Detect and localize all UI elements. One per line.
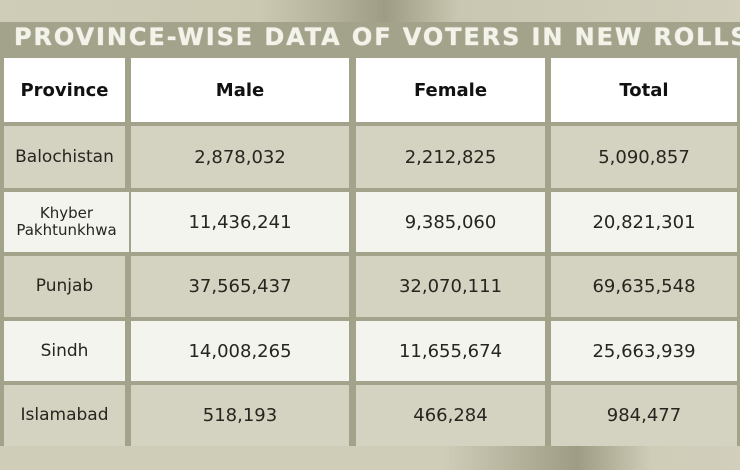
header-total: Total xyxy=(551,58,737,122)
header-female: Female xyxy=(356,58,545,122)
total-cell: 25,663,939 xyxy=(551,321,737,381)
table-row: Islamabad 518,193 466,284 984,477 xyxy=(0,385,740,446)
female-cell: 2,212,825 xyxy=(356,126,545,188)
male-cell: 518,193 xyxy=(131,385,349,446)
province-cell: Punjab xyxy=(4,256,125,317)
background-top xyxy=(0,0,740,22)
voters-table: Province Male Female Total Balochistan 2… xyxy=(0,58,740,446)
province-cell: Balochistan xyxy=(4,126,125,188)
total-cell: 984,477 xyxy=(551,385,737,446)
table-header-row: Province Male Female Total xyxy=(0,58,740,122)
total-cell: 69,635,548 xyxy=(551,256,737,317)
background-bottom xyxy=(0,446,740,470)
table-row: Punjab 37,565,437 32,070,111 69,635,548 xyxy=(0,256,740,317)
province-cell: Sindh xyxy=(4,321,125,381)
male-cell: 11,436,241 xyxy=(131,192,349,252)
table-title: PROVINCE-WISE DATA OF VOTERS IN NEW ROLL… xyxy=(14,23,740,51)
female-cell: 32,070,111 xyxy=(356,256,545,317)
male-cell: 14,008,265 xyxy=(131,321,349,381)
male-cell: 37,565,437 xyxy=(131,256,349,317)
female-cell: 11,655,674 xyxy=(356,321,545,381)
province-cell: Khyber Pakhtunkhwa xyxy=(4,192,129,252)
province-cell: Islamabad xyxy=(4,385,125,446)
table-row: Sindh 14,008,265 11,655,674 25,663,939 xyxy=(0,321,740,381)
female-cell: 9,385,060 xyxy=(356,192,545,252)
title-band: PROVINCE-WISE DATA OF VOTERS IN NEW ROLL… xyxy=(0,22,740,58)
total-cell: 20,821,301 xyxy=(551,192,737,252)
table-row: Khyber Pakhtunkhwa 11,436,241 9,385,060 … xyxy=(0,192,740,252)
header-province: Province xyxy=(4,58,125,122)
total-cell: 5,090,857 xyxy=(551,126,737,188)
female-cell: 466,284 xyxy=(356,385,545,446)
header-male: Male xyxy=(131,58,349,122)
male-cell: 2,878,032 xyxy=(131,126,349,188)
table-row: Balochistan 2,878,032 2,212,825 5,090,85… xyxy=(0,126,740,188)
